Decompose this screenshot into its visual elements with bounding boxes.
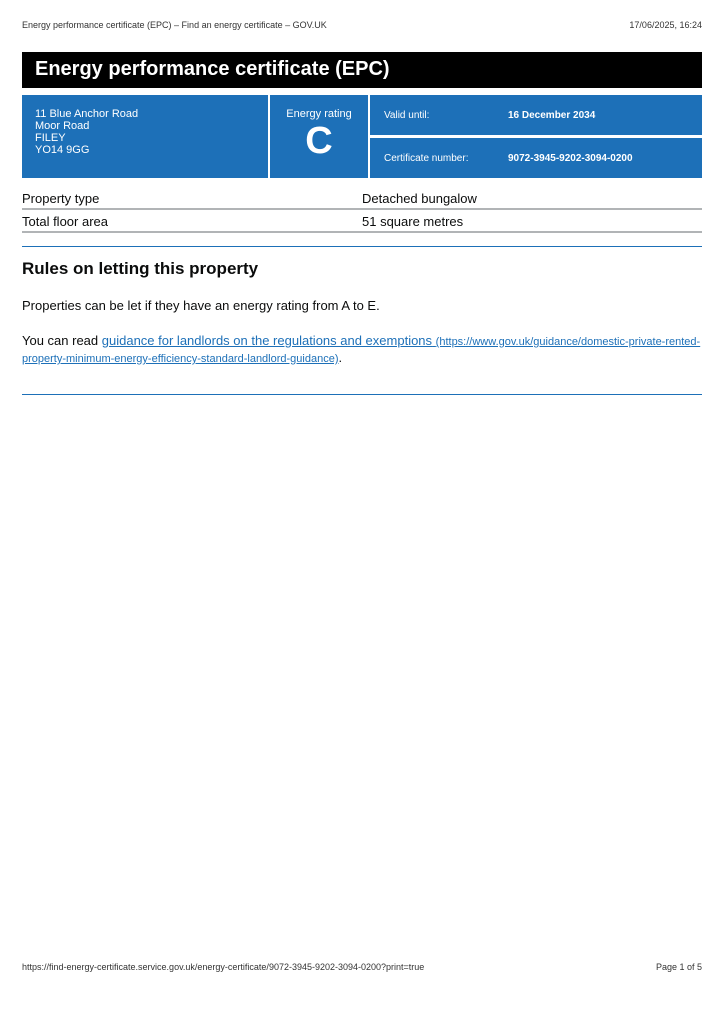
summary-row-property-type: Property type Detached bungalow (22, 187, 702, 210)
summary-row-floor-area: Total floor area 51 square metres (22, 210, 702, 233)
section-divider (22, 394, 702, 395)
page-title: Energy performance certificate (EPC) (22, 52, 702, 88)
letting-para2: You can read guidance for landlords on t… (22, 333, 702, 367)
guidance-link-url: (https://www.gov.uk/guidance/domestic-pr… (22, 336, 701, 365)
guidance-link-text: guidance for landlords on the regulation… (101, 333, 433, 348)
energy-rating-block: Energy rating C (270, 95, 368, 178)
browser-title: Energy performance certificate (EPC) – F… (22, 20, 327, 30)
address-block: 11 Blue Anchor Road Moor Road FILEY YO14… (22, 95, 268, 178)
energy-rating-label: Energy rating (286, 108, 352, 120)
valid-until-value: 16 December 2034 (508, 109, 596, 121)
para2-suffix: . (338, 350, 343, 365)
address-line2: Moor Road (35, 120, 90, 132)
address-postcode: YO14 9GG (35, 144, 90, 156)
valid-until-block: Valid until: 16 December 2034 (370, 95, 702, 135)
summary-value: Detached bungalow (362, 191, 477, 206)
section-divider (22, 246, 702, 247)
print-datetime: 17/06/2025, 16:24 (629, 20, 702, 30)
energy-rating-value: C (305, 120, 333, 162)
footer-page-number: Page 1 of 5 (655, 962, 702, 972)
letting-para1: Properties can be let if they have an en… (22, 298, 380, 313)
para2-prefix: You can read (22, 333, 102, 348)
certificate-number-value: 9072-3945-9202-3094-0200 (508, 152, 633, 164)
certificate-number-block: Certificate number: 9072-3945-9202-3094-… (370, 138, 702, 178)
certificate-number-label: Certificate number: (384, 152, 469, 164)
summary-value: 51 square metres (362, 214, 464, 229)
summary-label: Total floor area (22, 214, 108, 229)
summary-label: Property type (22, 191, 100, 206)
address-town: FILEY (35, 132, 66, 144)
address-line1: 11 Blue Anchor Road (35, 108, 139, 120)
footer-url: https://find-energy-certificate.service.… (22, 962, 425, 972)
letting-heading: Rules on letting this property (22, 259, 259, 278)
valid-until-label: Valid until: (384, 109, 430, 121)
guidance-link[interactable]: guidance for landlords on the regulation… (22, 333, 700, 365)
